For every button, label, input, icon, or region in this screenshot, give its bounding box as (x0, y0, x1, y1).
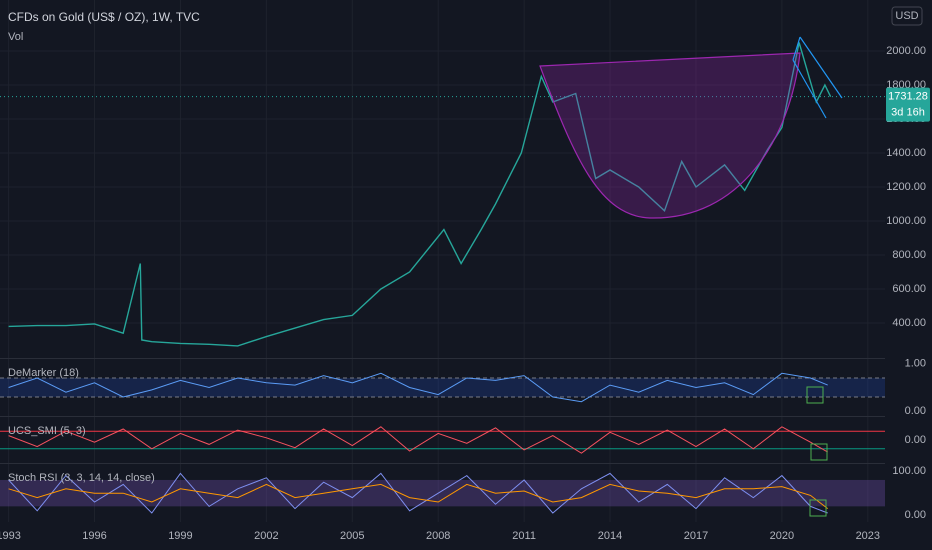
x-tick-label: 2020 (770, 530, 794, 542)
y-tick-label: 100.00 (892, 465, 926, 477)
y-tick-label: 1000.00 (886, 215, 926, 227)
cup-drawing (539, 36, 843, 219)
y-tick-label: 0.00 (905, 509, 926, 521)
y-tick-label: 600.00 (892, 283, 926, 295)
x-tick-label: 2014 (598, 530, 622, 542)
indicator-title: Stoch RSI (3, 3, 14, 14, close) (8, 472, 155, 484)
subtitle: Vol (8, 31, 23, 43)
band (0, 378, 885, 397)
indicator-title: UCS_SMI (5, 3) (8, 425, 86, 437)
y-tick-label: 1400.00 (886, 147, 926, 159)
series-line (8, 42, 832, 347)
x-tick-label: 2008 (426, 530, 450, 542)
currency[interactable]: USD (895, 10, 918, 22)
x-tick-label: 1996 (82, 530, 106, 542)
price-label-box (886, 87, 930, 122)
y-tick-label: 800.00 (892, 249, 926, 261)
x-tick-label: 2017 (684, 530, 708, 542)
indicator-title: DeMarker (18) (8, 367, 79, 379)
x-tick-label: 1999 (168, 530, 192, 542)
band (0, 479, 885, 507)
signal-boxes (806, 386, 828, 517)
y-tick-label: 1.00 (905, 358, 926, 370)
series-line (8, 483, 829, 509)
countdown: 3d 16h (891, 107, 925, 119)
currency-button[interactable] (891, 6, 923, 26)
chart-title: CFDs on Gold (US$ / OZ), 1W, TVC (8, 10, 200, 24)
series-line (8, 372, 828, 403)
y-tick-label: 0.00 (905, 434, 926, 446)
series-line (8, 426, 828, 454)
y-tick-label: 0.00 (905, 405, 926, 417)
x-tick-label: 2002 (254, 530, 278, 542)
last-price: 1731.28 (888, 91, 928, 103)
series-line (8, 472, 828, 514)
y-tick-label: 400.00 (892, 317, 926, 329)
y-tick-label: 1200.00 (886, 181, 926, 193)
x-tick-label: 2011 (512, 530, 536, 542)
x-tick-label: 2023 (856, 530, 880, 542)
x-tick-label: 2005 (340, 530, 364, 542)
y-tick-label: 2000.00 (886, 45, 926, 57)
x-tick-label: 1993 (0, 530, 21, 542)
